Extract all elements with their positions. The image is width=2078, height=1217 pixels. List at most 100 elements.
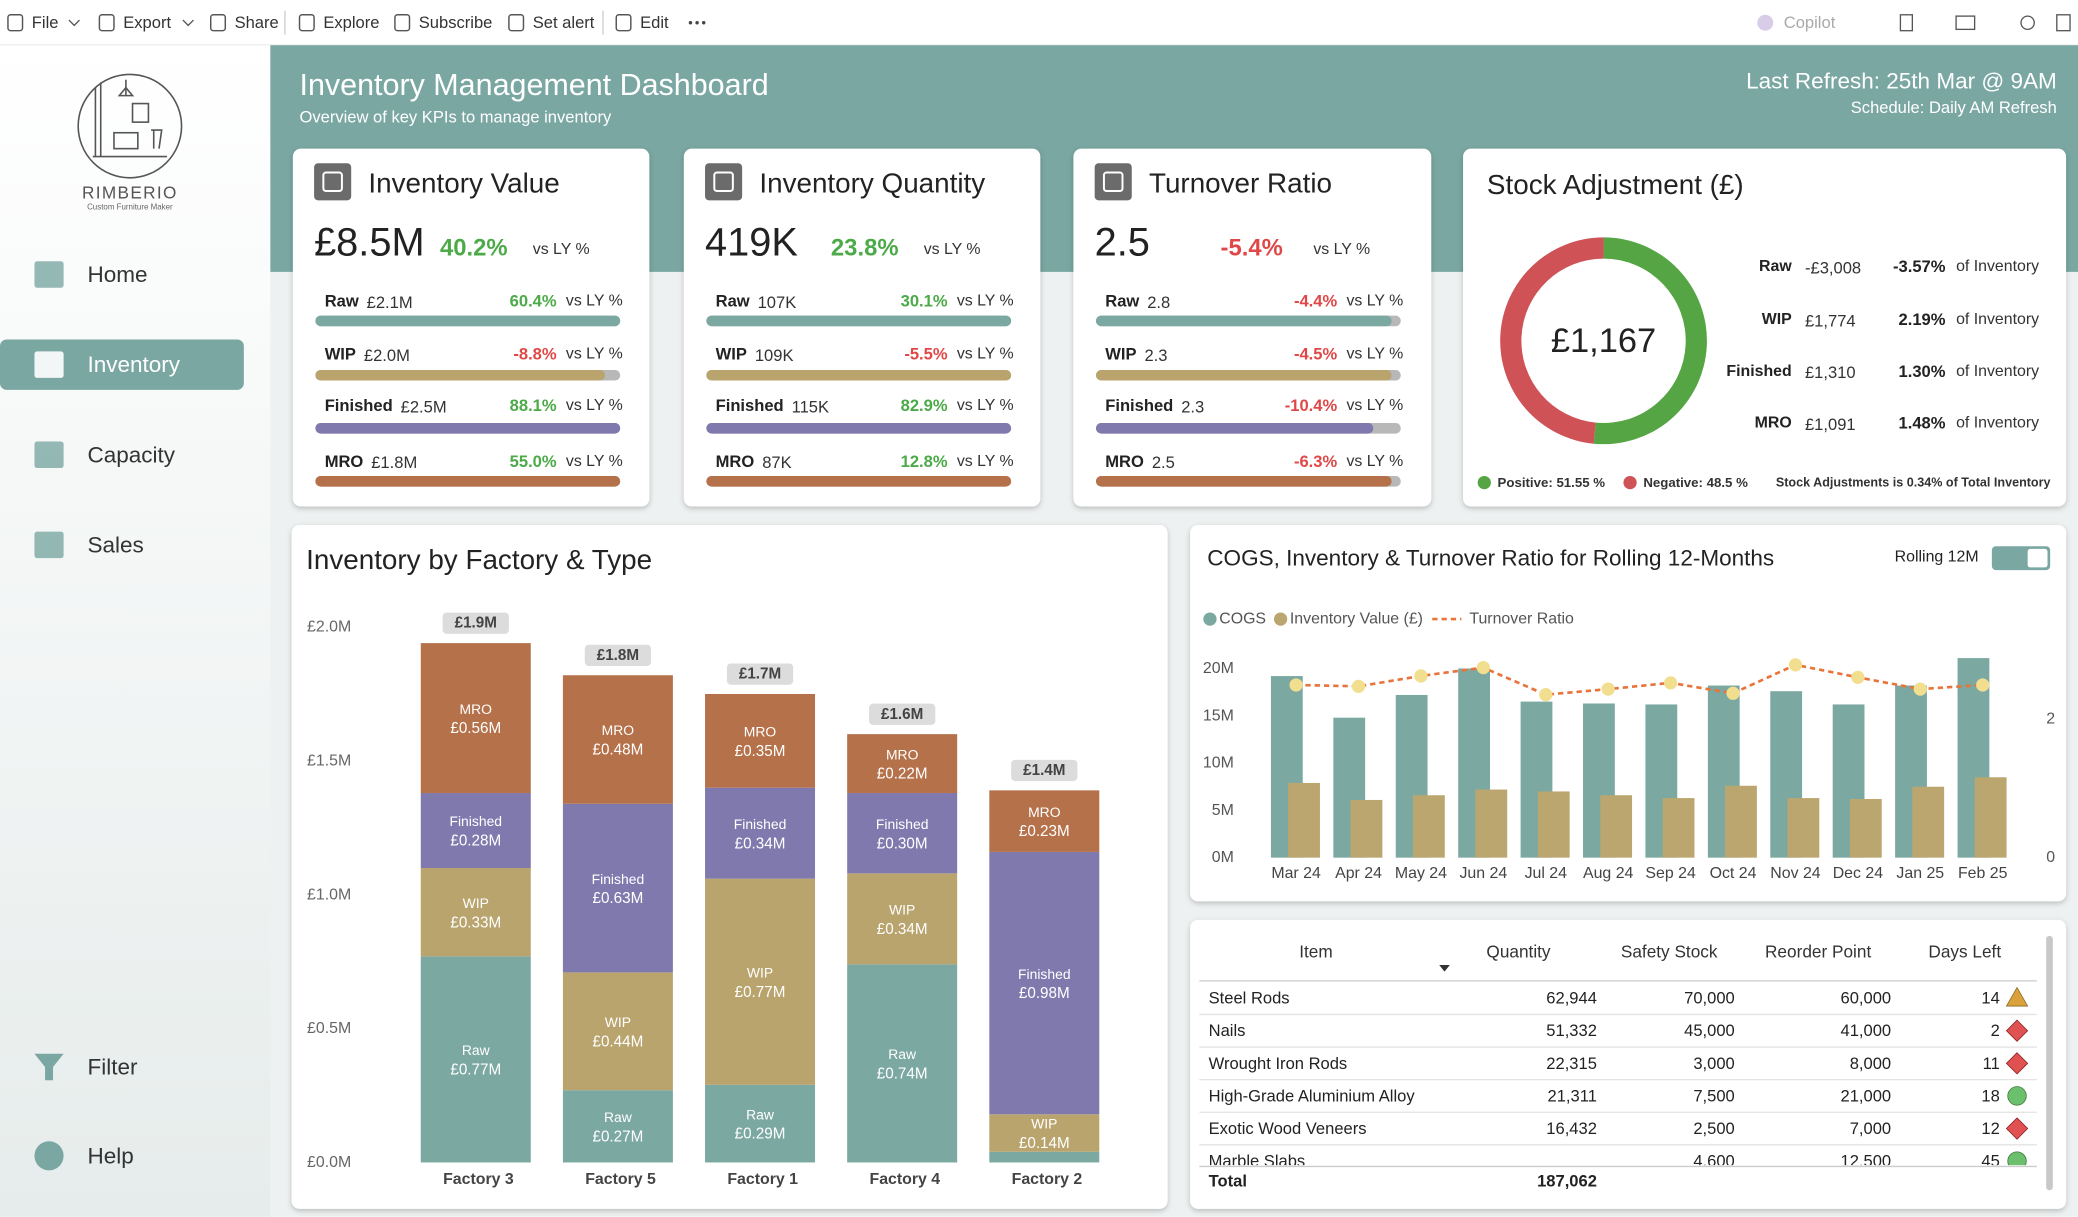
column-header: Quantity bbox=[1486, 942, 1551, 962]
bar-segment bbox=[847, 873, 958, 965]
kpi-compare: vs LY % bbox=[924, 241, 981, 258]
kpi-row-change: -8.8% bbox=[513, 345, 557, 364]
segment-name: Finished bbox=[1018, 966, 1071, 982]
kpi-row-change: -4.4% bbox=[1294, 292, 1338, 311]
total-label: £1.7M bbox=[739, 666, 781, 683]
table-cell: 12 bbox=[1981, 1119, 1999, 1138]
kpi-icon-glyph bbox=[713, 171, 734, 193]
toolbar-icon bbox=[615, 14, 632, 32]
kpi-bar bbox=[706, 422, 1012, 434]
kpi-row-value: 2.3 bbox=[1144, 346, 1167, 365]
x-tick-label: Factory 3 bbox=[443, 1171, 514, 1188]
stock-row-share: -3.57% bbox=[1893, 257, 1946, 276]
kpi-row-value: 87K bbox=[762, 453, 791, 472]
segment-name: Finished bbox=[734, 816, 787, 832]
stock-row-name: Finished bbox=[1726, 363, 1791, 380]
line-marker bbox=[1414, 669, 1428, 683]
line-marker bbox=[1663, 676, 1678, 690]
scrollbar bbox=[2046, 935, 2053, 1191]
kpi-row-name: MRO bbox=[325, 452, 364, 471]
kpi-row-compare: vs LY % bbox=[957, 397, 1014, 414]
line-marker bbox=[1851, 670, 1865, 684]
x-tick-label: Feb 25 bbox=[1958, 865, 2008, 882]
column-header: Safety Stock bbox=[1621, 942, 1718, 962]
bar-segment bbox=[989, 1151, 1100, 1163]
kpi-row-compare: vs LY % bbox=[1346, 397, 1403, 414]
y-tick-label: 0M bbox=[1212, 849, 1234, 866]
kpi-row-compare: vs LY % bbox=[957, 293, 1014, 310]
nav-item: Sales bbox=[87, 532, 143, 557]
kpi-row-name: Raw bbox=[1105, 292, 1139, 311]
x-tick-label: Dec 24 bbox=[1833, 865, 1884, 882]
table-cell: 18 bbox=[1981, 1086, 1999, 1105]
refresh-icon bbox=[2020, 15, 2035, 31]
expand-icon bbox=[2056, 14, 2071, 32]
x-tick-label: Factory 4 bbox=[869, 1171, 940, 1188]
kpi-title: Inventory Quantity bbox=[759, 168, 985, 199]
table-cell: 2 bbox=[1991, 1021, 2000, 1040]
kpi-icon bbox=[314, 163, 352, 201]
bar-segment bbox=[989, 790, 1100, 852]
legend-label: Inventory Value (£) bbox=[1290, 611, 1423, 628]
table-cell: 21,311 bbox=[1548, 1086, 1597, 1105]
donut-segment bbox=[1593, 237, 1707, 445]
bar-segment bbox=[420, 643, 531, 794]
bar-segment bbox=[705, 787, 816, 879]
kpi-row-change: 12.8% bbox=[901, 452, 948, 471]
kpi-row-name: Raw bbox=[325, 292, 359, 311]
legend-dot bbox=[1273, 612, 1288, 626]
table-cell: 22,315 bbox=[1546, 1054, 1597, 1073]
kpi-row-change: 60.4% bbox=[510, 292, 557, 311]
total-label: Total bbox=[1209, 1172, 1247, 1191]
bar-segment bbox=[705, 878, 816, 1085]
toolbar-icon bbox=[508, 14, 525, 32]
kpi-row-value: 2.5 bbox=[1152, 453, 1175, 472]
kpi-value: 419K bbox=[705, 221, 798, 265]
line-marker bbox=[1976, 678, 1990, 692]
column-header: Item bbox=[1299, 942, 1333, 962]
kpi-bar bbox=[706, 315, 1012, 327]
segment-name: MRO bbox=[460, 701, 493, 717]
toolbar-icon bbox=[209, 14, 227, 32]
kpi-compare: vs LY % bbox=[1313, 241, 1370, 258]
kpi-row-value: £2.0M bbox=[364, 346, 410, 365]
kpi-row-change: 55.0% bbox=[510, 452, 557, 471]
total-box bbox=[442, 612, 509, 634]
table-cell: 45 bbox=[1981, 1152, 1999, 1171]
kpi-compare: vs LY % bbox=[533, 241, 590, 258]
toolbar-item: Explore bbox=[323, 13, 379, 32]
segment-value: £0.77M bbox=[735, 984, 786, 1001]
kpi-row-change: -10.4% bbox=[1285, 396, 1338, 415]
nav-icon bbox=[34, 441, 64, 469]
kpi-bar bbox=[1095, 422, 1374, 434]
legend-dot bbox=[1477, 475, 1491, 490]
legend-dot bbox=[1623, 475, 1637, 490]
bar-segment bbox=[562, 803, 673, 973]
kpi-change: 23.8% bbox=[831, 235, 899, 262]
legend-label: COGS bbox=[1219, 611, 1266, 628]
kpi-icon-glyph bbox=[1102, 171, 1124, 193]
help-icon bbox=[34, 1141, 64, 1171]
x-tick-label: Jul 24 bbox=[1525, 865, 1568, 882]
total-box bbox=[726, 663, 794, 685]
x-tick-label: Factory 1 bbox=[727, 1171, 798, 1188]
segment-value: £0.77M bbox=[450, 1061, 501, 1078]
kpi-row-value: £2.1M bbox=[367, 293, 413, 312]
y-tick-label: 15M bbox=[1203, 707, 1234, 724]
bar-segment bbox=[847, 964, 958, 1163]
segment-name: MRO bbox=[744, 724, 777, 740]
x-tick-label: Nov 24 bbox=[1770, 865, 1821, 882]
kpi-row-change: 82.9% bbox=[901, 396, 948, 415]
segment-name: Raw bbox=[746, 1106, 775, 1122]
y-tick-label: £2.0M bbox=[307, 619, 351, 636]
table-cell: 62,944 bbox=[1546, 989, 1597, 1008]
bar bbox=[1412, 795, 1445, 858]
kpi-row-value: 115K bbox=[792, 398, 829, 417]
kpi-row-compare: vs LY % bbox=[957, 453, 1014, 470]
segment-name: Finished bbox=[592, 871, 645, 887]
segment-value: £0.74M bbox=[877, 1066, 928, 1083]
donut-center: £1,167 bbox=[1551, 322, 1656, 360]
bar-segment bbox=[847, 793, 958, 874]
nav-item: Capacity bbox=[87, 442, 175, 467]
